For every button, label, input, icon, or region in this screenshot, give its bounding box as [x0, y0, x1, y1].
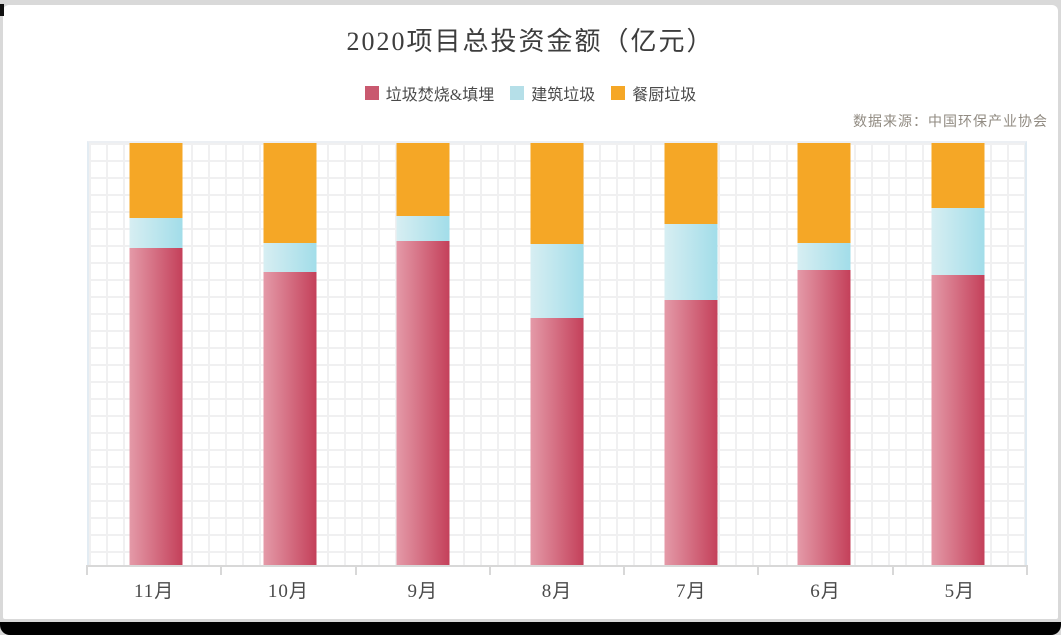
bar-segment-series0 — [797, 270, 851, 565]
plot-area — [87, 141, 1027, 565]
frame-artifact — [0, 4, 4, 16]
legend: 垃圾焚烧&填埋 建筑垃圾 餐厨垃圾 — [3, 81, 1058, 105]
bar-9月 — [396, 143, 450, 565]
bar-segment-series0 — [396, 241, 450, 565]
bar-6月 — [797, 143, 851, 565]
bar-segment-series1 — [129, 217, 183, 249]
x-axis-tick — [86, 565, 88, 575]
x-axis-tick — [757, 565, 760, 575]
x-axis-tick — [891, 565, 894, 575]
bar-8月 — [530, 143, 584, 565]
bar-10月 — [263, 143, 317, 565]
bar-segment-series1 — [931, 207, 985, 276]
legend-label-kitchen: 餐厨垃圾 — [632, 87, 697, 104]
bar-segment-series2 — [263, 143, 317, 243]
bar-5月 — [931, 143, 985, 565]
bar-segment-series0 — [530, 317, 584, 565]
bar-11月 — [129, 143, 183, 565]
legend-swatch-construction — [510, 86, 525, 100]
x-label-10月: 10月 — [267, 581, 309, 602]
bar-segment-series0 — [664, 300, 718, 565]
bar-segment-series1 — [263, 243, 317, 273]
x-label-11月: 11月 — [133, 581, 175, 602]
x-label-7月: 7月 — [676, 581, 707, 602]
bar-segment-series2 — [396, 143, 450, 217]
x-axis-labels: 11月 10月 9月 8月 7月 6月 5月 — [87, 576, 1027, 602]
x-axis-tick — [220, 565, 223, 575]
bar-segment-series1 — [530, 243, 584, 318]
legend-swatch-kitchen — [611, 86, 626, 100]
legend-item-incineration: 垃圾焚烧&填埋 — [364, 81, 495, 105]
x-axis-tick — [354, 565, 357, 575]
x-axis-tick — [1026, 565, 1028, 575]
bar-segment-series1 — [396, 216, 450, 242]
bar-7月 — [664, 143, 718, 565]
x-label-9月: 9月 — [407, 581, 438, 602]
legend-item-kitchen: 餐厨垃圾 — [611, 81, 696, 105]
chart-title: 2020项目总投资金额（亿元） — [346, 27, 715, 56]
bar-segment-series2 — [797, 143, 851, 243]
bar-segment-series0 — [129, 248, 183, 565]
x-label-5月: 5月 — [944, 581, 976, 602]
x-axis-line — [86, 565, 1028, 567]
legend-item-construction: 建筑垃圾 — [510, 81, 595, 105]
bar-segment-series0 — [263, 272, 317, 565]
bar-segment-series1 — [664, 224, 718, 301]
window-bottom-bar — [0, 622, 1061, 635]
bar-segment-series1 — [797, 243, 851, 270]
x-axis-tick — [488, 565, 491, 575]
legend-swatch-incineration — [364, 86, 379, 100]
x-label-8月: 8月 — [541, 581, 573, 602]
bar-segment-series2 — [129, 143, 183, 218]
bar-segment-series2 — [530, 143, 584, 244]
bar-segment-series2 — [931, 143, 985, 208]
bar-segment-series0 — [931, 275, 985, 565]
legend-label-construction: 建筑垃圾 — [531, 87, 596, 104]
data-source-note: 数据来源：中国环保产业协会 — [853, 115, 1048, 130]
x-axis-tick — [623, 565, 626, 575]
bar-segment-series2 — [664, 143, 718, 225]
x-label-6月: 6月 — [810, 581, 841, 602]
legend-label-incineration: 垃圾焚烧&填埋 — [385, 87, 495, 104]
